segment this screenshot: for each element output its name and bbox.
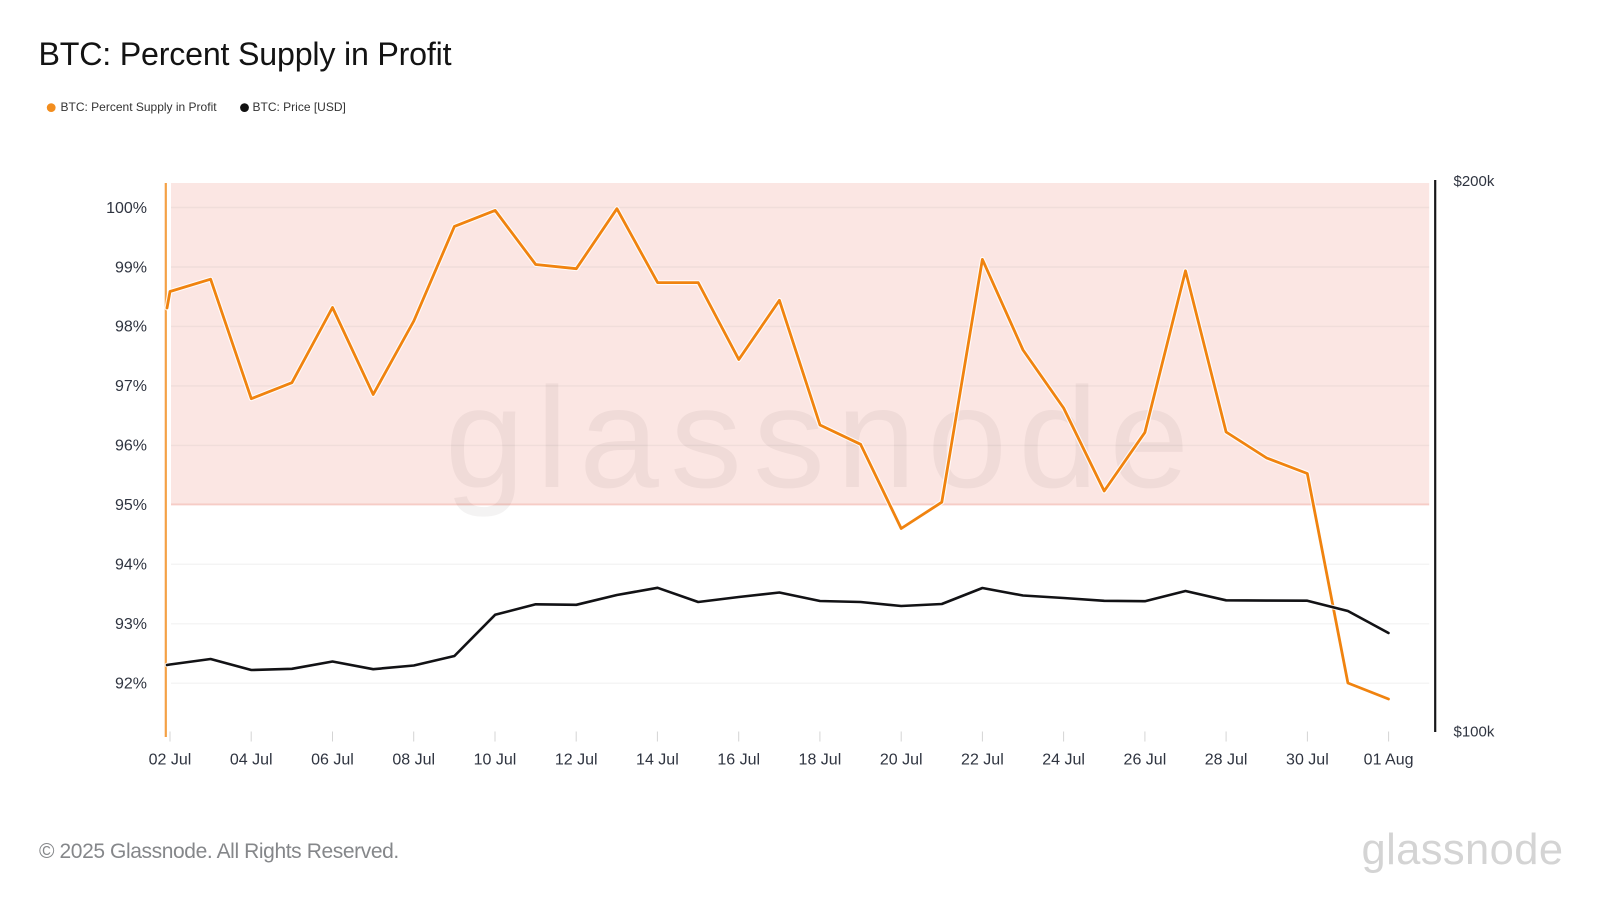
svg-text:12 Jul: 12 Jul — [555, 752, 598, 769]
svg-text:97%: 97% — [115, 378, 147, 395]
svg-text:08 Jul: 08 Jul — [392, 752, 435, 769]
svg-text:20 Jul: 20 Jul — [880, 752, 923, 769]
svg-text:06 Jul: 06 Jul — [311, 752, 354, 769]
svg-text:22 Jul: 22 Jul — [961, 752, 1004, 769]
svg-text:30 Jul: 30 Jul — [1286, 752, 1329, 769]
svg-text:24 Jul: 24 Jul — [1042, 752, 1085, 769]
svg-text:92%: 92% — [115, 676, 147, 693]
svg-text:18 Jul: 18 Jul — [799, 752, 842, 769]
svg-text:16 Jul: 16 Jul — [717, 752, 760, 769]
svg-text:02 Jul: 02 Jul — [149, 752, 192, 769]
svg-text:14 Jul: 14 Jul — [636, 752, 679, 769]
svg-text:96%: 96% — [115, 438, 147, 455]
svg-text:$100k: $100k — [1454, 724, 1495, 741]
svg-text:98%: 98% — [115, 319, 147, 336]
svg-text:95%: 95% — [115, 497, 147, 514]
svg-text:01 Aug: 01 Aug — [1364, 752, 1414, 769]
svg-text:28 Jul: 28 Jul — [1205, 752, 1248, 769]
svg-text:100%: 100% — [106, 200, 147, 217]
svg-text:$200k: $200k — [1454, 173, 1495, 190]
svg-text:glassnode: glassnode — [445, 359, 1200, 518]
svg-text:04 Jul: 04 Jul — [230, 752, 273, 769]
svg-text:94%: 94% — [115, 557, 147, 574]
svg-text:10 Jul: 10 Jul — [474, 752, 517, 769]
svg-text:99%: 99% — [115, 259, 147, 276]
svg-text:26 Jul: 26 Jul — [1124, 752, 1167, 769]
svg-text:93%: 93% — [115, 616, 147, 633]
